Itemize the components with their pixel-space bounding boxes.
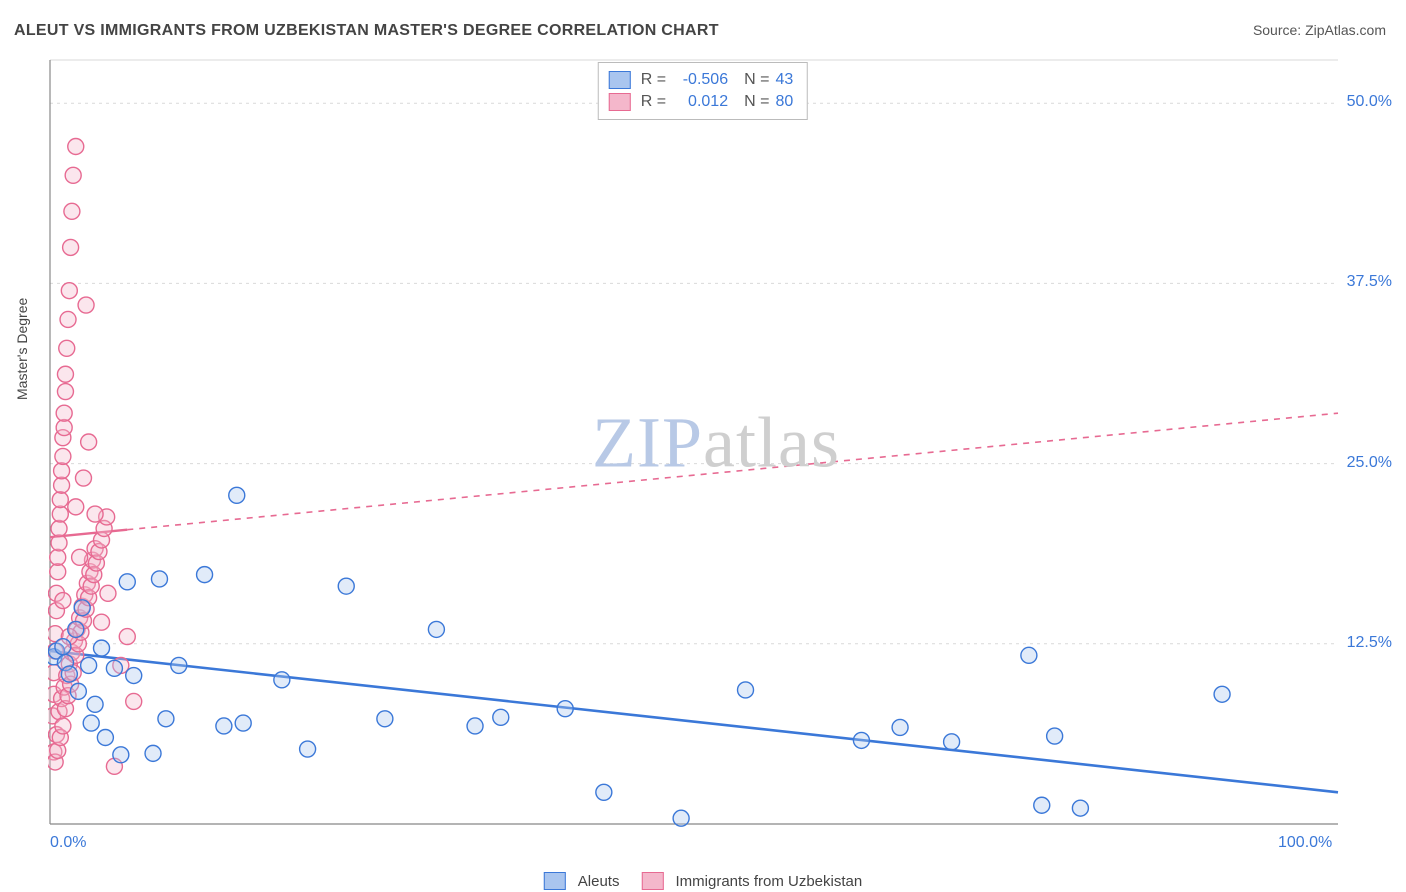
series-swatch [544, 872, 566, 890]
x-tick-label: 100.0% [1278, 834, 1332, 852]
stats-row: R = -0.506N = 43 [609, 69, 793, 91]
source-attribution: Source: ZipAtlas.com [1253, 22, 1386, 38]
stats-row: R = 0.012N = 80 [609, 91, 793, 113]
y-tick-label: 50.0% [1347, 93, 1392, 111]
series-swatch [641, 872, 663, 890]
scatter-svg [48, 58, 1384, 828]
series-swatch [609, 71, 631, 89]
series-swatch [609, 93, 631, 111]
y-tick-label: 37.5% [1347, 273, 1392, 291]
x-tick-label: 0.0% [50, 834, 86, 852]
legend-bottom: Aleuts Immigrants from Uzbekistan [544, 872, 862, 890]
y-tick-label: 25.0% [1347, 454, 1392, 472]
chart-title: ALEUT VS IMMIGRANTS FROM UZBEKISTAN MAST… [14, 22, 719, 40]
plot-area: ZIPatlas [48, 58, 1384, 828]
legend-label: Immigrants from Uzbekistan [675, 873, 862, 890]
y-axis-label: Master's Degree [14, 298, 30, 400]
y-tick-label: 12.5% [1347, 634, 1392, 652]
legend-item: Immigrants from Uzbekistan [641, 872, 862, 890]
stats-legend-box: R = -0.506N = 43R = 0.012N = 80 [598, 62, 808, 120]
legend-item: Aleuts [544, 872, 620, 890]
legend-label: Aleuts [578, 873, 620, 890]
